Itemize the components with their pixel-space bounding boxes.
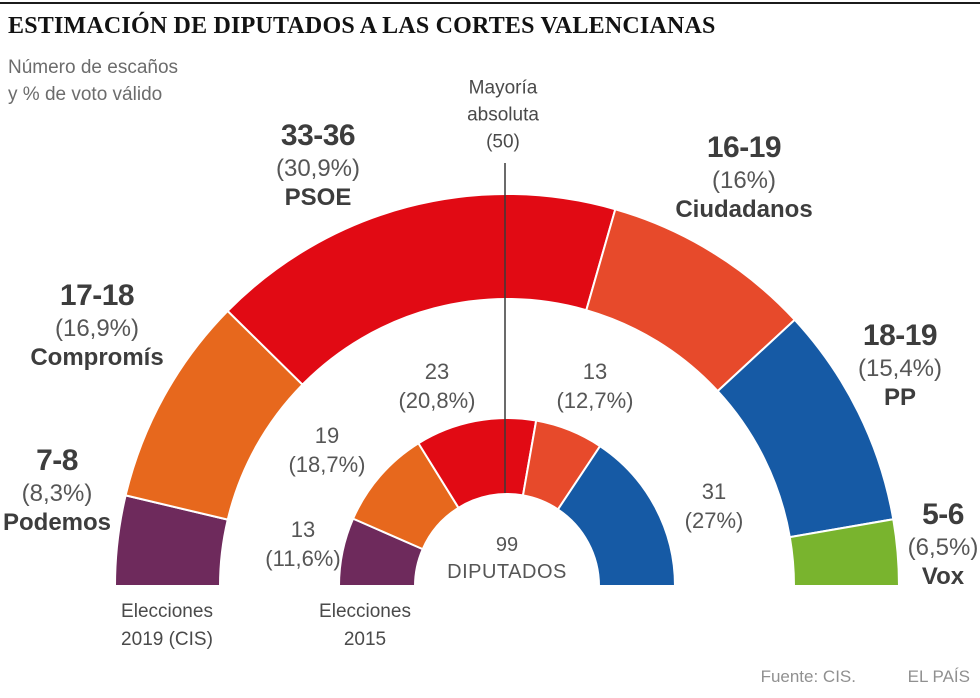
caption-2015-line2: 2015 <box>343 629 387 650</box>
top-rule <box>0 2 980 4</box>
total-seats-word: DIPUTADOS <box>447 561 567 583</box>
psoe-seats-range: 33-36 <box>280 119 356 152</box>
label-2015-compromis: 19 (18,7%) <box>288 421 365 479</box>
label-2015-pp: 31 (27%) <box>685 477 744 535</box>
label-2015-podemos: 13 (11,6%) <box>265 515 340 573</box>
arc-2019-vox <box>788 518 901 587</box>
total-seats-label: 99 DIPUTADOS <box>447 532 567 586</box>
subtitle-line-2: y % de voto válido <box>8 84 163 105</box>
caption-ring-2015: Elecciones 2015 <box>319 598 411 654</box>
vox-party-name: Vox <box>921 563 965 590</box>
majority-label: Mayoría absoluta (50) <box>467 75 539 156</box>
podemos-2015-seats: 13 <box>290 517 316 542</box>
podemos-party-name: Podemos <box>2 509 112 536</box>
vox-vote-share: (6,5%) <box>907 534 979 561</box>
compromis-seats-range: 17-18 <box>59 279 135 312</box>
ciudadanos-2015-seats: 13 <box>582 359 608 384</box>
pp-vote-share: (15,4%) <box>857 355 943 382</box>
chart-subtitle: Número de escaños y % de voto válido <box>8 54 178 108</box>
source-credit: Fuente: CIS. <box>760 667 856 686</box>
page-title: ESTIMACIÓN DE DIPUTADOS A LAS CORTES VAL… <box>8 13 716 39</box>
podemos-2015-pct: (11,6%) <box>265 546 341 571</box>
compromis-party-name: Compromís <box>30 344 164 371</box>
brand-logo-text: EL PAÍS <box>907 667 970 686</box>
party-label-pp: 18-19 (15,4%) PP <box>858 318 942 412</box>
podemos-seats-range: 7-8 <box>36 444 78 477</box>
label-2015-psoe: 23 (20,8%) <box>398 357 475 415</box>
caption-2019-line1: Elecciones <box>121 601 213 622</box>
subtitle-line-1: Número de escaños <box>8 57 179 78</box>
label-2015-ciudadanos: 13 (12,7%) <box>556 357 633 415</box>
ciudadanos-2015-pct: (12,7%) <box>556 388 634 413</box>
psoe-party-name: PSOE <box>284 184 352 211</box>
party-label-psoe: 33-36 (30,9%) PSOE <box>276 118 360 212</box>
majority-line-1: Mayoría <box>468 77 538 99</box>
psoe-vote-share: (30,9%) <box>275 155 361 182</box>
majority-line-3: (50) <box>486 131 520 153</box>
party-label-vox: 5-6 (6,5%) Vox <box>908 497 979 591</box>
majority-line-2: absoluta <box>467 104 539 126</box>
pp-2015-seats: 31 <box>701 479 727 504</box>
arc-2015-pp <box>556 444 677 587</box>
total-seats-number: 99 <box>495 534 519 556</box>
pp-party-name: PP <box>883 384 917 411</box>
compromis-2015-seats: 19 <box>314 423 340 448</box>
caption-2019-line2: 2019 (CIS) <box>121 629 213 650</box>
pp-2015-pct: (27%) <box>684 508 744 533</box>
compromis-2015-pct: (18,7%) <box>288 452 366 477</box>
pp-seats-range: 18-19 <box>862 319 938 352</box>
ciudadanos-vote-share: (16%) <box>711 167 777 194</box>
ciudadanos-seats-range: 16-19 <box>706 131 782 164</box>
caption-ring-2019: Elecciones 2019 (CIS) <box>121 598 213 654</box>
party-label-compromis: 17-18 (16,9%) Compromís <box>30 278 163 372</box>
caption-2015-line1: Elecciones <box>319 601 411 622</box>
party-label-ciudadanos: 16-19 (16%) Ciudadanos <box>675 130 812 224</box>
party-label-podemos: 7-8 (8,3%) Podemos <box>3 443 111 537</box>
psoe-2015-pct: (20,8%) <box>398 388 476 413</box>
psoe-2015-seats: 23 <box>424 359 450 384</box>
ciudadanos-party-name: Ciudadanos <box>675 196 813 223</box>
compromis-vote-share: (16,9%) <box>54 315 140 342</box>
podemos-vote-share: (8,3%) <box>21 480 93 507</box>
vox-seats-range: 5-6 <box>922 498 964 531</box>
